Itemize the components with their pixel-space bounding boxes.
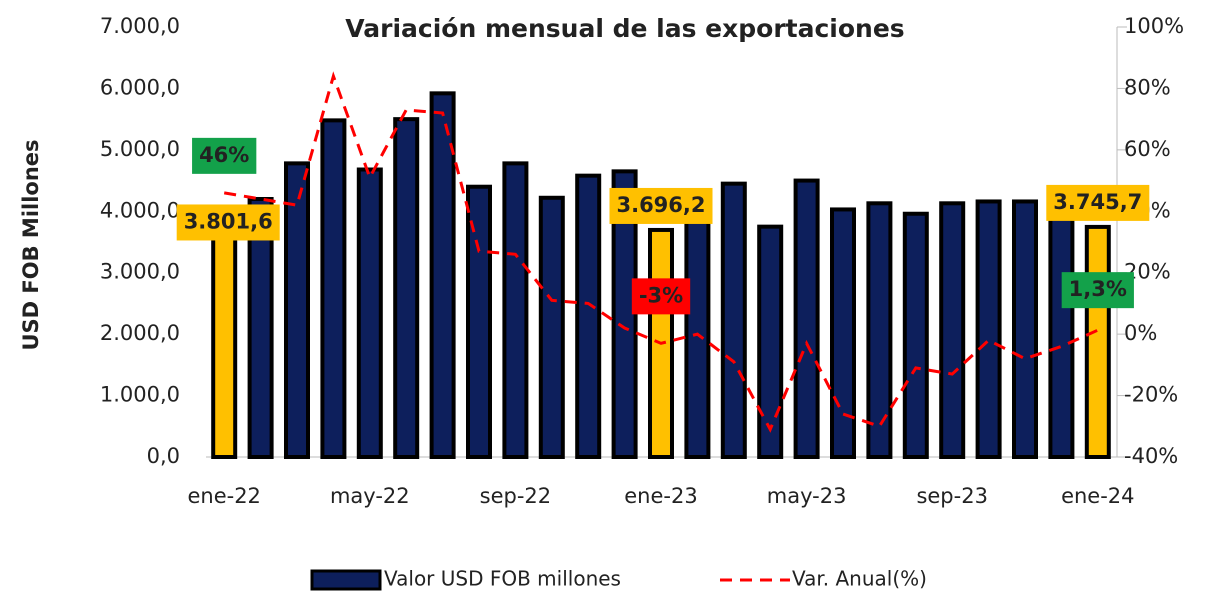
bar <box>356 167 383 459</box>
x-tick-label: ene-24 <box>1061 484 1134 508</box>
bar <box>684 203 711 459</box>
bar <box>1084 224 1111 459</box>
value-label-box <box>176 204 280 241</box>
value-label: 1,3% <box>1069 277 1127 301</box>
bar <box>1048 209 1075 459</box>
bar <box>502 161 529 459</box>
bar <box>575 173 602 460</box>
value-label: 3.696,2 <box>616 193 705 217</box>
bar <box>538 195 565 459</box>
value-label-box <box>609 187 713 224</box>
line <box>223 71 1099 433</box>
y-tick-label: 6.000,0 <box>100 75 180 99</box>
x-tick-label: may-23 <box>767 484 847 508</box>
bar <box>429 91 456 459</box>
y-tick-label: 4.000,0 <box>100 198 180 222</box>
value-label: -3% <box>639 283 683 307</box>
bar <box>466 184 492 459</box>
y-axis-title: USD FOB Millones <box>19 139 43 350</box>
bar <box>975 199 1002 459</box>
y2-tick-label: 0% <box>1124 321 1157 345</box>
y2-tick-label: -20% <box>1124 383 1178 407</box>
bar <box>393 117 420 460</box>
x-tick-label: ene-22 <box>187 484 260 508</box>
x-tick-label: ene-23 <box>624 484 697 508</box>
legend-label: Var. Anual(%) <box>792 567 927 591</box>
legend-label: Valor USD FOB millones <box>384 567 621 591</box>
bar <box>1012 199 1038 459</box>
value-label-box <box>192 137 257 174</box>
y2-tick-label: 80% <box>1124 75 1171 99</box>
bar <box>830 207 856 459</box>
y-tick-label: 3.000,0 <box>100 260 180 284</box>
y-tick-label: 0,0 <box>147 444 180 468</box>
legend-swatch <box>310 569 382 591</box>
x-tick-label: sep-22 <box>480 484 552 508</box>
y-tick-label: 7.000,0 <box>100 14 180 38</box>
y2-tick-label: 100% <box>1124 14 1184 38</box>
y-tick-label: 2.000,0 <box>100 321 180 345</box>
y2-tick-label: -40% <box>1124 444 1178 468</box>
bar <box>284 161 310 459</box>
value-label: 3.801,6 <box>184 209 273 233</box>
y-tick-label: 1.000,0 <box>100 383 180 407</box>
value-label: 46% <box>199 143 249 167</box>
value-label: 3.745,7 <box>1053 190 1142 214</box>
bar <box>720 181 747 459</box>
x-tick-label: may-22 <box>330 484 410 508</box>
bar <box>757 224 784 459</box>
bar <box>247 197 274 459</box>
chart-title: Variación mensual de las exportaciones <box>345 14 904 43</box>
bar <box>320 118 347 459</box>
y2-tick-label: 60% <box>1124 137 1171 161</box>
bar <box>866 201 893 459</box>
bar <box>939 201 966 459</box>
value-label-box <box>1046 184 1150 221</box>
value-label-box <box>1061 272 1134 309</box>
x-tick-label: sep-23 <box>916 484 988 508</box>
bar <box>902 211 929 459</box>
bar <box>211 221 238 459</box>
value-label-box <box>631 278 691 315</box>
bar <box>793 178 820 459</box>
y-tick-label: 5.000,0 <box>100 137 180 161</box>
